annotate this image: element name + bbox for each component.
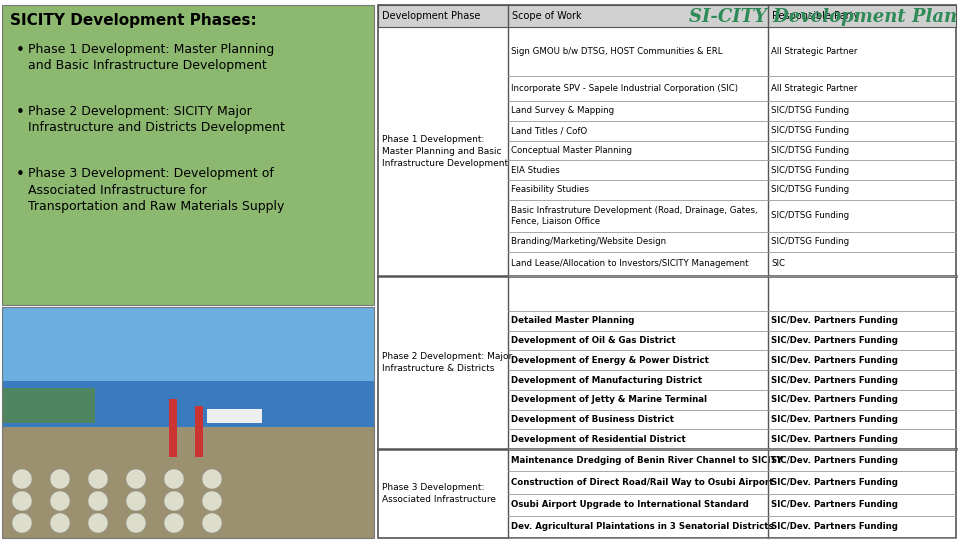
Text: Construction of Direct Road/Rail Way to Osubi Airport: Construction of Direct Road/Rail Way to … — [511, 478, 774, 487]
Text: SIC/Dev. Partners Funding: SIC/Dev. Partners Funding — [771, 375, 898, 384]
Bar — [378, 5, 956, 538]
Text: Land Lease/Allocation to Investors/SICITY Management: Land Lease/Allocation to Investors/SICIT… — [511, 260, 749, 268]
Text: SIC/Dev. Partners Funding: SIC/Dev. Partners Funding — [771, 415, 898, 424]
Text: Development of Business District: Development of Business District — [511, 415, 674, 424]
Text: SICITY Development Phases:: SICITY Development Phases: — [10, 13, 256, 28]
Text: Phase 2 Development: SICITY Major
Infrastructure and Districts Development: Phase 2 Development: SICITY Major Infras… — [28, 105, 285, 134]
Text: Phase 3 Development: Development of
Associated Infrastructure for
Transportation: Phase 3 Development: Development of Asso… — [28, 167, 284, 213]
Text: Land Titles / CofO: Land Titles / CofO — [511, 126, 588, 135]
Bar — [2, 307, 374, 538]
Bar — [169, 400, 178, 457]
Circle shape — [50, 491, 70, 511]
Bar — [2, 388, 95, 422]
Text: All Strategic Partner: All Strategic Partner — [771, 47, 857, 56]
Text: SIC/Dev. Partners Funding: SIC/Dev. Partners Funding — [771, 522, 898, 531]
Text: All Strategic Partner: All Strategic Partner — [771, 84, 857, 93]
Circle shape — [50, 513, 70, 533]
Text: Feasibility Studies: Feasibility Studies — [511, 185, 589, 194]
Text: Phase 2 Development: Major
Infrastructure & Districts: Phase 2 Development: Major Infrastructur… — [382, 352, 513, 373]
Text: SIC/Dev. Partners Funding: SIC/Dev. Partners Funding — [771, 336, 898, 345]
Circle shape — [12, 491, 32, 511]
Text: Conceptual Master Planning: Conceptual Master Planning — [511, 146, 632, 155]
Circle shape — [126, 491, 146, 511]
Text: SIC/DTSG Funding: SIC/DTSG Funding — [771, 106, 850, 116]
Text: Basic Infrastruture Development (Road, Drainage, Gates,
Fence, Liaison Office: Basic Infrastruture Development (Road, D… — [511, 206, 757, 226]
Text: SIC/Dev. Partners Funding: SIC/Dev. Partners Funding — [771, 395, 898, 404]
Text: SIC/DTSG Funding: SIC/DTSG Funding — [771, 126, 850, 135]
Circle shape — [202, 513, 222, 533]
Text: •: • — [16, 105, 25, 120]
Bar — [196, 406, 204, 457]
Text: •: • — [16, 43, 25, 58]
Text: Development of Residential District: Development of Residential District — [511, 435, 685, 444]
Circle shape — [202, 491, 222, 511]
Circle shape — [126, 469, 146, 489]
Bar — [2, 307, 374, 381]
Text: Land Survey & Mapping: Land Survey & Mapping — [511, 106, 614, 116]
Text: SIC/DTSG Funding: SIC/DTSG Funding — [771, 146, 850, 155]
Bar — [2, 381, 374, 427]
Text: SI-CITY Development Plan: SI-CITY Development Plan — [689, 8, 957, 26]
Circle shape — [164, 513, 184, 533]
Text: Development of Jetty & Marine Terminal: Development of Jetty & Marine Terminal — [511, 395, 707, 404]
Bar — [2, 427, 374, 538]
Text: SIC/DTSG Funding: SIC/DTSG Funding — [771, 185, 850, 194]
Circle shape — [88, 491, 108, 511]
Text: Development Phase: Development Phase — [382, 11, 480, 21]
Text: Development of Manufacturing District: Development of Manufacturing District — [511, 375, 702, 384]
Text: SIC/Dev. Partners Funding: SIC/Dev. Partners Funding — [771, 356, 898, 364]
Text: SIC/Dev. Partners Funding: SIC/Dev. Partners Funding — [771, 316, 898, 325]
Circle shape — [126, 513, 146, 533]
Text: SIC/DTSG Funding: SIC/DTSG Funding — [771, 166, 850, 174]
Circle shape — [12, 513, 32, 533]
Text: Scope of Work: Scope of Work — [512, 11, 582, 21]
Text: Phase 3 Development:
Associated Infrastructure: Phase 3 Development: Associated Infrastr… — [382, 483, 496, 504]
Text: Osubi Airport Upgrade to International Standard: Osubi Airport Upgrade to International S… — [511, 500, 749, 509]
Text: Development of Oil & Gas District: Development of Oil & Gas District — [511, 336, 676, 345]
Circle shape — [164, 469, 184, 489]
Bar — [2, 5, 374, 305]
Text: Responsible Party: Responsible Party — [772, 11, 859, 21]
Text: Phase 1 Development: Master Planning
and Basic Infrastructure Development: Phase 1 Development: Master Planning and… — [28, 43, 275, 72]
Text: Dev. Agricultural Plaintations in 3 Senatorial Districts: Dev. Agricultural Plaintations in 3 Sena… — [511, 522, 774, 531]
Text: Phase 1 Development:
Master Planning and Basic
Infrastructure Development: Phase 1 Development: Master Planning and… — [382, 136, 508, 168]
Text: Branding/Marketing/Website Design: Branding/Marketing/Website Design — [511, 237, 666, 246]
Text: SIC/DTSG Funding: SIC/DTSG Funding — [771, 211, 850, 220]
Circle shape — [88, 469, 108, 489]
Circle shape — [164, 491, 184, 511]
Text: SIC: SIC — [771, 260, 785, 268]
Bar — [206, 409, 262, 422]
Text: •: • — [16, 167, 25, 182]
Text: EIA Studies: EIA Studies — [511, 166, 560, 174]
Circle shape — [88, 513, 108, 533]
Circle shape — [202, 469, 222, 489]
Bar — [378, 5, 956, 27]
Text: SIC/Dev. Partners Funding: SIC/Dev. Partners Funding — [771, 435, 898, 444]
Circle shape — [50, 469, 70, 489]
Text: SIC/Dev. Partners Funding: SIC/Dev. Partners Funding — [771, 500, 898, 509]
Text: Detailed Master Planning: Detailed Master Planning — [511, 316, 635, 325]
Text: Sign GMOU b/w DTSG, HOST Communities & ERL: Sign GMOU b/w DTSG, HOST Communities & E… — [511, 47, 723, 56]
Text: Development of Energy & Power District: Development of Energy & Power District — [511, 356, 708, 364]
Text: SIC/Dev. Partners Funding: SIC/Dev. Partners Funding — [771, 456, 898, 465]
Text: SIC/Dev. Partners Funding: SIC/Dev. Partners Funding — [771, 478, 898, 487]
Text: SIC/DTSG Funding: SIC/DTSG Funding — [771, 237, 850, 246]
Text: Incorporate SPV - Sapele Industrial Corporation (SIC): Incorporate SPV - Sapele Industrial Corp… — [511, 84, 738, 93]
Text: Maintenance Dredging of Benin River Channel to SICITY: Maintenance Dredging of Benin River Chan… — [511, 456, 782, 465]
Circle shape — [12, 469, 32, 489]
